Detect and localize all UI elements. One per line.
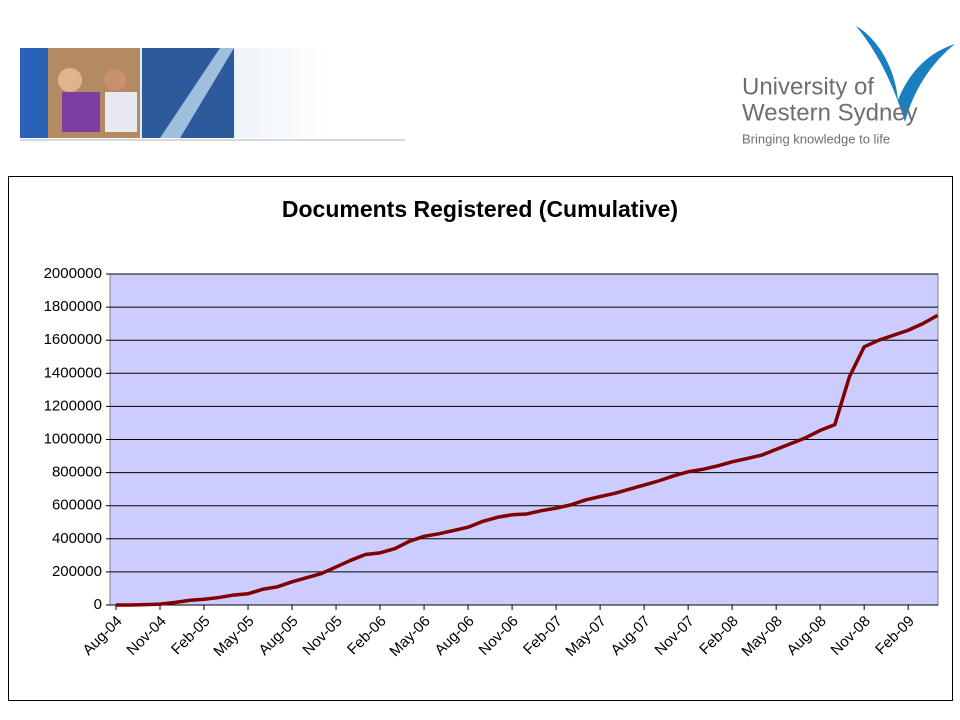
y-tick-label: 400000 bbox=[52, 530, 102, 547]
chart-title: Documents Registered (Cumulative) bbox=[282, 196, 678, 222]
y-tick-label: 2000000 bbox=[44, 265, 102, 282]
photo-detail bbox=[58, 68, 82, 92]
data-line bbox=[116, 313, 939, 607]
photo-detail bbox=[104, 69, 126, 91]
y-tick-label: 1800000 bbox=[44, 298, 102, 315]
y-tick-label: 1200000 bbox=[44, 397, 102, 414]
y-tick-label: 600000 bbox=[52, 497, 102, 514]
banner-strip bbox=[20, 48, 48, 138]
photo-detail bbox=[160, 48, 234, 138]
y-tick-label: 1400000 bbox=[44, 364, 102, 381]
tagline: Bringing knowledge to life bbox=[742, 131, 890, 146]
photo-detail bbox=[105, 92, 137, 132]
y-tick-label: 800000 bbox=[52, 464, 102, 481]
y-tick-label: 0 bbox=[94, 596, 102, 613]
logo-text: Western Sydney bbox=[742, 99, 918, 126]
logo-text: University of bbox=[742, 73, 874, 100]
photo-detail bbox=[62, 92, 100, 132]
logo-bird bbox=[856, 26, 955, 122]
y-tick-label: 1000000 bbox=[44, 430, 102, 447]
y-tick-label: 200000 bbox=[52, 563, 102, 580]
chart: 0 200000 400000 600000 800000 1000000 1200000 1… bbox=[44, 265, 939, 660]
y-tick-label: 1600000 bbox=[44, 331, 102, 348]
